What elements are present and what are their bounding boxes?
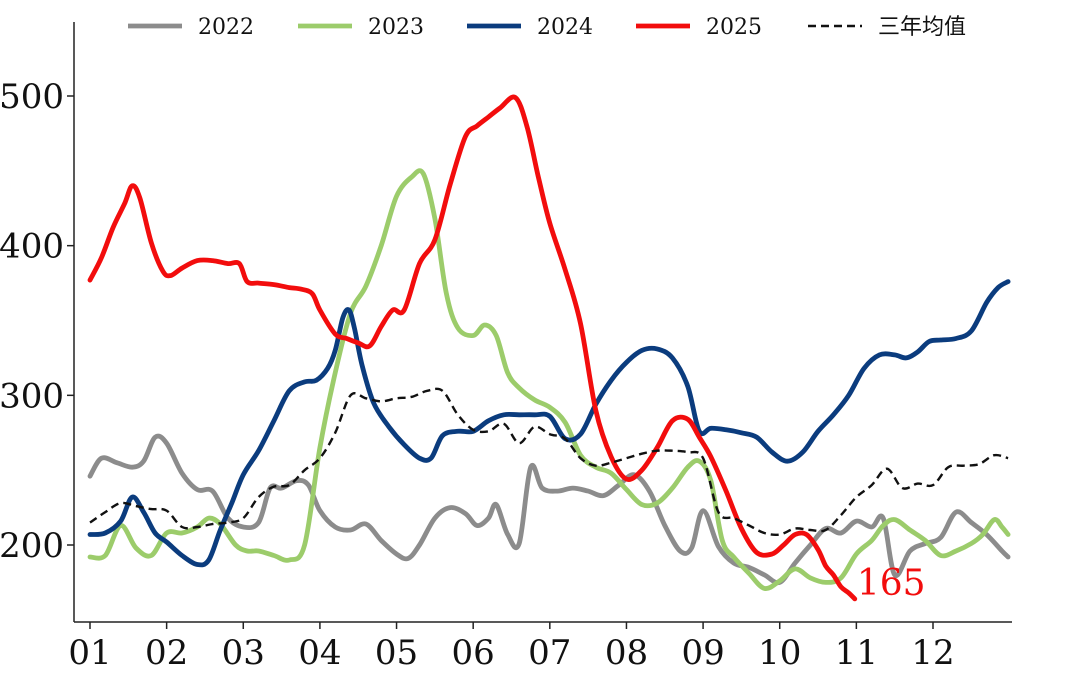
legend-item-2022: 2022	[128, 15, 254, 40]
series-layer	[87, 94, 1011, 602]
series-line-2023	[87, 168, 1011, 591]
end-label-layer: 165	[857, 563, 926, 604]
x-tick-label: 09	[681, 633, 724, 673]
legend-label: 2024	[537, 15, 593, 40]
series-line-2024	[87, 279, 1011, 568]
end-value-label: 165	[857, 563, 926, 604]
y-tick-label: 200	[0, 526, 64, 566]
x-tick-label: 04	[298, 633, 341, 673]
x-tick-label: 03	[222, 633, 265, 673]
legend-label: 三年均值	[878, 15, 966, 40]
y-tick-label: 300	[0, 376, 64, 416]
legend-label: 2022	[198, 15, 254, 40]
series-line-2022	[87, 433, 1011, 586]
legend-label: 2023	[368, 15, 424, 40]
legend-item-series-4: 三年均值	[808, 15, 966, 40]
x-ticks: 01 02 03 04 05 06 07 08 09 10 11 12	[68, 622, 955, 673]
legend-item-2024: 2024	[467, 15, 593, 40]
x-tick-label: 10	[758, 633, 801, 673]
x-tick-label: 06	[452, 633, 495, 673]
y-ticks: 200 300 400 500	[0, 77, 74, 566]
y-tick-label: 400	[0, 227, 64, 267]
x-tick-label: 01	[68, 633, 111, 673]
x-tick-label: 02	[145, 633, 188, 673]
legend: 2022 2023 2024 2025 三年均值	[128, 15, 966, 40]
legend-item-2023: 2023	[298, 15, 424, 40]
axes	[73, 22, 1012, 623]
legend-label: 2025	[706, 15, 762, 40]
x-tick-label: 07	[528, 633, 571, 673]
x-tick-label: 05	[375, 633, 418, 673]
series-line-series-4	[89, 387, 1009, 537]
x-tick-label: 08	[605, 633, 648, 673]
y-tick-label: 500	[0, 77, 64, 117]
series-line-2025	[87, 94, 858, 602]
x-tick-label: 11	[835, 633, 878, 673]
x-tick-label: 12	[911, 633, 954, 673]
legend-item-2025: 2025	[636, 15, 762, 40]
